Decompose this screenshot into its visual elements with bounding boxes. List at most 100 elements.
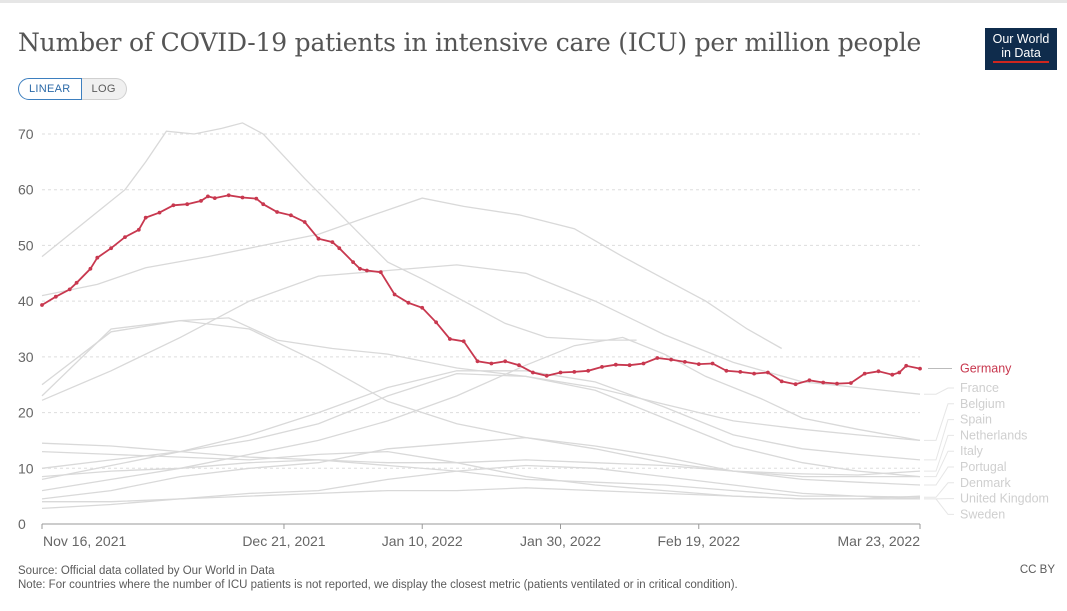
- muted-series-line: [41, 319, 921, 476]
- x-tick-label: Nov 16, 2021: [43, 533, 126, 549]
- germany-data-point: [897, 370, 902, 375]
- series-label: Portugal: [960, 460, 1007, 474]
- muted-series-line: [41, 436, 921, 500]
- germany-data-point: [779, 379, 784, 384]
- series-label-connector: [924, 434, 954, 472]
- germany-data-point: [212, 196, 217, 201]
- y-tick-label: 30: [18, 349, 34, 365]
- germany-data-point: [655, 356, 660, 360]
- germany-data-point: [123, 235, 127, 240]
- germany-data-point: [696, 362, 701, 366]
- germany-data-point: [876, 369, 881, 374]
- series-label: Spain: [960, 413, 992, 427]
- germany-data-point: [862, 371, 867, 376]
- scale-toggle: LINEAR LOG: [18, 78, 127, 100]
- germany-data-point: [143, 215, 148, 220]
- series-label-connector: [924, 466, 954, 486]
- y-tick-label: 50: [18, 237, 34, 253]
- germany-data-point: [904, 363, 909, 368]
- germany-data-point: [199, 199, 203, 203]
- germany-data-point: [67, 287, 72, 292]
- germany-data-point: [461, 339, 466, 344]
- muted-series-layer: [41, 122, 921, 510]
- germany-data-point: [88, 266, 93, 271]
- series-label: Netherlands: [960, 428, 1027, 442]
- germany-data-point: [316, 236, 321, 241]
- logo-line-2: in Data: [1001, 46, 1041, 60]
- y-tick-label: 60: [18, 182, 34, 198]
- germany-data-point: [600, 365, 604, 369]
- germany-data-point: [572, 370, 577, 374]
- axis-layer: 0 10 20 30 40 50 60 70 Nov 16, 2021 Dec 21, 2021 J…: [18, 126, 921, 549]
- y-tick-label: 10: [18, 460, 34, 476]
- series-label: Italy: [960, 444, 984, 458]
- muted-series-line: [42, 487, 921, 503]
- germany-data-point: [475, 359, 480, 364]
- germany-data-point: [558, 370, 563, 375]
- chart-title: Number of COVID-19 patients in intensive…: [18, 28, 922, 57]
- germany-data-point: [669, 357, 673, 362]
- logo-underline: [993, 61, 1049, 63]
- note-text: Note: For countries where the number of …: [18, 579, 738, 591]
- germany-data-point: [275, 210, 279, 214]
- germany-data-point: [302, 220, 307, 224]
- germany-data-point: [392, 292, 397, 297]
- muted-series-line: [41, 464, 921, 510]
- germany-data-point: [683, 360, 687, 364]
- muted-series-line: [41, 317, 921, 442]
- muted-series-line: [41, 442, 920, 478]
- series-label: Denmark: [960, 476, 1011, 490]
- x-tick-label: Feb 19, 2022: [658, 533, 741, 549]
- germany-data-point: [627, 363, 632, 368]
- germany-data-point: [330, 240, 335, 245]
- series-label: Belgium: [960, 397, 1005, 411]
- x-tick-label: Dec 21, 2021: [242, 533, 325, 549]
- germany-data-point: [793, 382, 798, 387]
- germany-data-point: [261, 202, 266, 207]
- germany-data-point: [531, 370, 535, 375]
- germany-data-point: [157, 210, 162, 215]
- germany-data-point: [365, 268, 369, 273]
- germany-data-point: [821, 380, 826, 385]
- germany-data-point: [185, 202, 190, 207]
- germany-data-point: [378, 270, 383, 275]
- highlight-series-layer: [40, 193, 922, 387]
- muted-series-line: [41, 459, 921, 498]
- germany-data-point: [503, 359, 508, 364]
- series-label-connector: [924, 387, 954, 395]
- germany-series-line: [41, 194, 921, 386]
- germany-data-point: [337, 246, 342, 251]
- series-label-connector: [924, 482, 954, 498]
- germany-data-point: [738, 370, 743, 374]
- germany-data-point: [448, 337, 452, 341]
- germany-data-point: [641, 361, 646, 366]
- x-tick-label: Jan 30, 2022: [520, 533, 601, 549]
- germany-data-point: [434, 320, 438, 325]
- germany-data-point: [40, 303, 44, 307]
- log-scale-button[interactable]: LOG: [81, 78, 127, 100]
- muted-series-line: [41, 336, 921, 492]
- y-tick-label: 70: [18, 126, 34, 142]
- source-text: Source: Official data collated by Our Wo…: [18, 565, 275, 577]
- germany-data-point: [835, 381, 839, 386]
- x-tick-label: Jan 10, 2022: [382, 533, 463, 549]
- germany-data-point: [489, 361, 494, 366]
- germany-data-point: [226, 193, 231, 198]
- license-link[interactable]: CC BY: [1019, 564, 1055, 576]
- series-label-connector: [924, 419, 954, 461]
- germany-data-point: [849, 381, 853, 385]
- footer: Source: Official data collated by Our Wo…: [18, 564, 738, 592]
- germany-data-point: [613, 362, 618, 367]
- owid-logo[interactable]: Our World in Data: [985, 28, 1057, 70]
- muted-series-line: [41, 370, 921, 481]
- y-tick-label: 20: [18, 405, 34, 421]
- muted-series-line: [41, 264, 921, 401]
- x-tick-label: Mar 23, 2022: [838, 533, 921, 549]
- logo-line-1: Our World: [992, 32, 1050, 46]
- germany-data-point: [206, 194, 210, 199]
- linear-scale-button[interactable]: LINEAR: [18, 78, 82, 100]
- y-tick-label: 0: [18, 516, 26, 532]
- germany-data-point: [752, 371, 756, 376]
- germany-data-point: [918, 366, 922, 371]
- germany-data-point: [171, 203, 176, 208]
